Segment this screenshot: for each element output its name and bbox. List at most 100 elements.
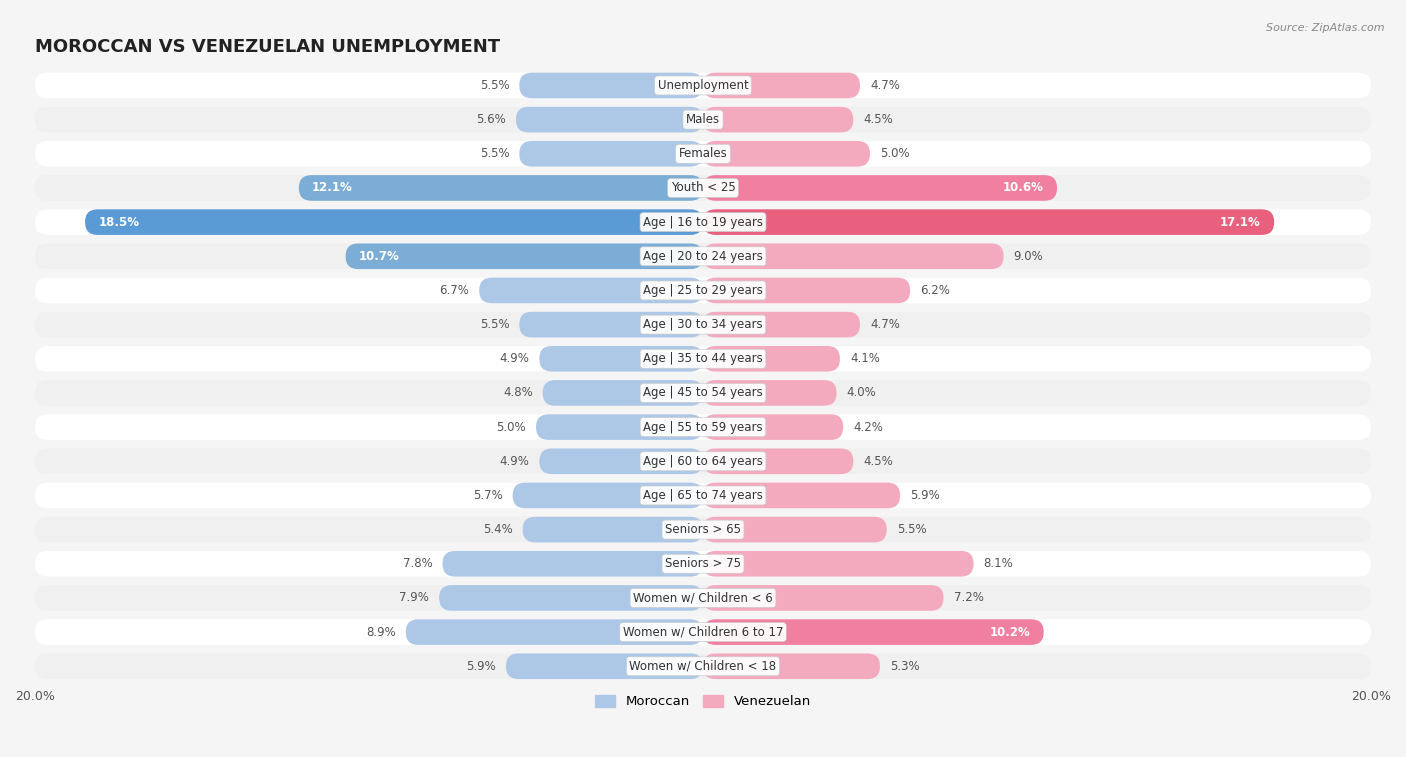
Text: 5.5%: 5.5%: [479, 148, 509, 160]
Text: Age | 20 to 24 years: Age | 20 to 24 years: [643, 250, 763, 263]
Text: MOROCCAN VS VENEZUELAN UNEMPLOYMENT: MOROCCAN VS VENEZUELAN UNEMPLOYMENT: [35, 38, 501, 56]
FancyBboxPatch shape: [516, 107, 703, 132]
Text: Males: Males: [686, 113, 720, 126]
Text: Youth < 25: Youth < 25: [671, 182, 735, 195]
Text: Age | 30 to 34 years: Age | 30 to 34 years: [643, 318, 763, 331]
Text: 5.0%: 5.0%: [496, 421, 526, 434]
FancyBboxPatch shape: [35, 483, 1371, 508]
Text: 4.0%: 4.0%: [846, 386, 876, 400]
Text: Age | 35 to 44 years: Age | 35 to 44 years: [643, 352, 763, 366]
Text: Women w/ Children < 18: Women w/ Children < 18: [630, 660, 776, 673]
FancyBboxPatch shape: [406, 619, 703, 645]
FancyBboxPatch shape: [703, 346, 839, 372]
Text: Seniors > 65: Seniors > 65: [665, 523, 741, 536]
Legend: Moroccan, Venezuelan: Moroccan, Venezuelan: [591, 690, 815, 714]
Text: 4.2%: 4.2%: [853, 421, 883, 434]
Text: 5.5%: 5.5%: [479, 318, 509, 331]
Text: 4.7%: 4.7%: [870, 318, 900, 331]
Text: Unemployment: Unemployment: [658, 79, 748, 92]
Text: Age | 16 to 19 years: Age | 16 to 19 years: [643, 216, 763, 229]
FancyBboxPatch shape: [35, 107, 1371, 132]
FancyBboxPatch shape: [35, 517, 1371, 543]
FancyBboxPatch shape: [703, 278, 910, 304]
FancyBboxPatch shape: [703, 175, 1057, 201]
FancyBboxPatch shape: [703, 585, 943, 611]
FancyBboxPatch shape: [35, 175, 1371, 201]
Text: 7.2%: 7.2%: [953, 591, 983, 604]
FancyBboxPatch shape: [540, 346, 703, 372]
Text: Age | 65 to 74 years: Age | 65 to 74 years: [643, 489, 763, 502]
Text: Women w/ Children < 6: Women w/ Children < 6: [633, 591, 773, 604]
FancyBboxPatch shape: [703, 551, 973, 577]
Text: Women w/ Children 6 to 17: Women w/ Children 6 to 17: [623, 625, 783, 639]
FancyBboxPatch shape: [346, 244, 703, 269]
FancyBboxPatch shape: [703, 619, 1043, 645]
Text: 8.1%: 8.1%: [984, 557, 1014, 570]
Text: Females: Females: [679, 148, 727, 160]
Text: Age | 25 to 29 years: Age | 25 to 29 years: [643, 284, 763, 297]
Text: 5.7%: 5.7%: [472, 489, 502, 502]
FancyBboxPatch shape: [523, 517, 703, 543]
FancyBboxPatch shape: [703, 414, 844, 440]
FancyBboxPatch shape: [35, 551, 1371, 577]
FancyBboxPatch shape: [35, 346, 1371, 372]
Text: 4.8%: 4.8%: [503, 386, 533, 400]
FancyBboxPatch shape: [84, 209, 703, 235]
FancyBboxPatch shape: [703, 483, 900, 508]
FancyBboxPatch shape: [513, 483, 703, 508]
FancyBboxPatch shape: [299, 175, 703, 201]
Text: Age | 60 to 64 years: Age | 60 to 64 years: [643, 455, 763, 468]
Text: Age | 55 to 59 years: Age | 55 to 59 years: [643, 421, 763, 434]
FancyBboxPatch shape: [506, 653, 703, 679]
FancyBboxPatch shape: [703, 653, 880, 679]
Text: 5.9%: 5.9%: [910, 489, 939, 502]
FancyBboxPatch shape: [543, 380, 703, 406]
Text: 6.7%: 6.7%: [439, 284, 470, 297]
FancyBboxPatch shape: [35, 312, 1371, 338]
FancyBboxPatch shape: [35, 414, 1371, 440]
Text: 4.7%: 4.7%: [870, 79, 900, 92]
FancyBboxPatch shape: [519, 312, 703, 338]
Text: 6.2%: 6.2%: [920, 284, 950, 297]
FancyBboxPatch shape: [35, 244, 1371, 269]
Text: 10.6%: 10.6%: [1002, 182, 1043, 195]
FancyBboxPatch shape: [443, 551, 703, 577]
FancyBboxPatch shape: [519, 141, 703, 167]
FancyBboxPatch shape: [35, 141, 1371, 167]
Text: 4.9%: 4.9%: [499, 455, 529, 468]
Text: 4.5%: 4.5%: [863, 455, 893, 468]
FancyBboxPatch shape: [35, 380, 1371, 406]
Text: 7.8%: 7.8%: [402, 557, 433, 570]
Text: 12.1%: 12.1%: [312, 182, 353, 195]
Text: 5.4%: 5.4%: [482, 523, 513, 536]
FancyBboxPatch shape: [703, 380, 837, 406]
Text: 5.5%: 5.5%: [479, 79, 509, 92]
Text: 4.9%: 4.9%: [499, 352, 529, 366]
Text: 4.5%: 4.5%: [863, 113, 893, 126]
FancyBboxPatch shape: [519, 73, 703, 98]
Text: 4.1%: 4.1%: [851, 352, 880, 366]
Text: 10.2%: 10.2%: [990, 625, 1031, 639]
Text: 18.5%: 18.5%: [98, 216, 139, 229]
FancyBboxPatch shape: [540, 448, 703, 474]
Text: 10.7%: 10.7%: [359, 250, 399, 263]
FancyBboxPatch shape: [439, 585, 703, 611]
FancyBboxPatch shape: [35, 209, 1371, 235]
Text: 5.3%: 5.3%: [890, 660, 920, 673]
Text: 5.5%: 5.5%: [897, 523, 927, 536]
Text: 5.6%: 5.6%: [477, 113, 506, 126]
Text: 8.9%: 8.9%: [366, 625, 395, 639]
FancyBboxPatch shape: [35, 278, 1371, 304]
Text: 9.0%: 9.0%: [1014, 250, 1043, 263]
Text: 5.0%: 5.0%: [880, 148, 910, 160]
FancyBboxPatch shape: [703, 312, 860, 338]
FancyBboxPatch shape: [703, 244, 1004, 269]
FancyBboxPatch shape: [35, 448, 1371, 474]
Text: 17.1%: 17.1%: [1220, 216, 1261, 229]
FancyBboxPatch shape: [35, 585, 1371, 611]
FancyBboxPatch shape: [703, 73, 860, 98]
Text: Source: ZipAtlas.com: Source: ZipAtlas.com: [1267, 23, 1385, 33]
FancyBboxPatch shape: [536, 414, 703, 440]
FancyBboxPatch shape: [35, 73, 1371, 98]
FancyBboxPatch shape: [479, 278, 703, 304]
